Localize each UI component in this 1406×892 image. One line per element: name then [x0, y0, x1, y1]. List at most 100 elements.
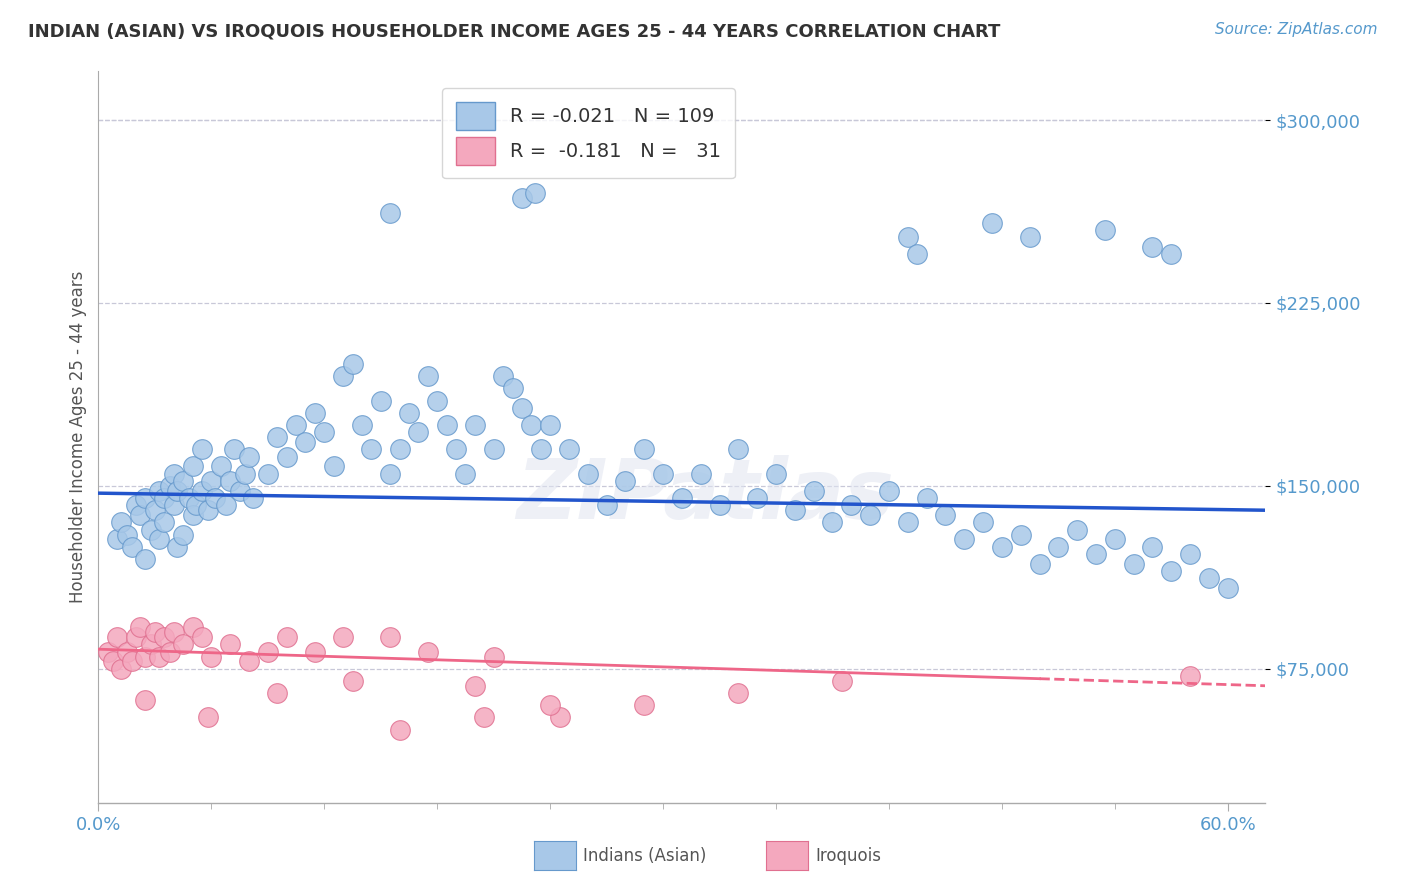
- Point: [148, 483, 170, 498]
- Point: [163, 499, 186, 513]
- Point: [105, 630, 128, 644]
- Point: [408, 425, 430, 440]
- Text: Iroquois: Iroquois: [815, 847, 882, 865]
- Point: [633, 698, 655, 713]
- Point: [821, 516, 844, 530]
- Point: [143, 625, 166, 640]
- Point: [1104, 533, 1126, 547]
- Point: [148, 649, 170, 664]
- Point: [1010, 527, 1032, 541]
- Point: [1142, 240, 1164, 254]
- Point: [1047, 540, 1070, 554]
- Point: [115, 645, 138, 659]
- Point: [502, 381, 524, 395]
- Point: [342, 673, 364, 688]
- Point: [125, 630, 148, 644]
- Point: [633, 442, 655, 457]
- Point: [614, 474, 637, 488]
- Point: [153, 516, 176, 530]
- Point: [238, 450, 260, 464]
- Point: [897, 230, 920, 244]
- Point: [783, 503, 806, 517]
- Point: [877, 483, 900, 498]
- Point: [215, 499, 238, 513]
- Point: [1066, 523, 1088, 537]
- Point: [1085, 547, 1108, 561]
- Point: [1160, 564, 1182, 578]
- Point: [380, 467, 402, 481]
- Point: [222, 442, 245, 457]
- Point: [991, 540, 1014, 554]
- Point: [266, 686, 288, 700]
- Point: [204, 491, 226, 505]
- Point: [1019, 230, 1042, 244]
- Point: [482, 442, 505, 457]
- Text: ZIPatlas: ZIPatlas: [516, 455, 894, 536]
- Point: [242, 491, 264, 505]
- Point: [134, 491, 156, 505]
- Point: [181, 620, 204, 634]
- Point: [166, 540, 188, 554]
- Point: [294, 434, 316, 449]
- Point: [153, 491, 176, 505]
- Point: [276, 630, 298, 644]
- Point: [105, 533, 128, 547]
- Point: [727, 442, 749, 457]
- Point: [153, 630, 176, 644]
- Point: [128, 508, 150, 522]
- Point: [747, 491, 769, 505]
- Point: [538, 698, 561, 713]
- Point: [128, 620, 150, 634]
- Point: [548, 710, 571, 724]
- Point: [934, 508, 956, 522]
- Point: [219, 474, 242, 488]
- Point: [197, 710, 219, 724]
- Point: [121, 654, 143, 668]
- Point: [125, 499, 148, 513]
- Point: [1198, 572, 1220, 586]
- Point: [1122, 557, 1144, 571]
- Point: [859, 508, 882, 522]
- Point: [115, 527, 138, 541]
- Point: [332, 630, 354, 644]
- Point: [191, 483, 214, 498]
- Point: [139, 637, 162, 651]
- Point: [709, 499, 731, 513]
- Point: [304, 645, 326, 659]
- Point: [897, 516, 920, 530]
- Point: [186, 499, 208, 513]
- Point: [238, 654, 260, 668]
- Point: [172, 637, 194, 651]
- Point: [398, 406, 420, 420]
- Point: [163, 467, 186, 481]
- Point: [256, 645, 278, 659]
- Point: [472, 710, 495, 724]
- Point: [576, 467, 599, 481]
- Point: [121, 540, 143, 554]
- Point: [953, 533, 976, 547]
- Point: [143, 503, 166, 517]
- Point: [464, 417, 486, 432]
- Point: [200, 649, 222, 664]
- Point: [134, 693, 156, 707]
- Point: [166, 483, 188, 498]
- Point: [181, 508, 204, 522]
- Text: INDIAN (ASIAN) VS IROQUOIS HOUSEHOLDER INCOME AGES 25 - 44 YEARS CORRELATION CHA: INDIAN (ASIAN) VS IROQUOIS HOUSEHOLDER I…: [28, 22, 1001, 40]
- Point: [803, 483, 825, 498]
- Point: [172, 474, 194, 488]
- Point: [350, 417, 373, 432]
- Point: [444, 442, 467, 457]
- Point: [139, 523, 162, 537]
- Point: [595, 499, 617, 513]
- Point: [831, 673, 853, 688]
- Point: [97, 645, 120, 659]
- Point: [652, 467, 675, 481]
- Point: [177, 491, 200, 505]
- Point: [134, 649, 156, 664]
- Point: [322, 459, 344, 474]
- Point: [981, 215, 1004, 229]
- Point: [228, 483, 250, 498]
- Text: Indians (Asian): Indians (Asian): [583, 847, 707, 865]
- Text: Source: ZipAtlas.com: Source: ZipAtlas.com: [1215, 22, 1378, 37]
- Point: [905, 247, 928, 261]
